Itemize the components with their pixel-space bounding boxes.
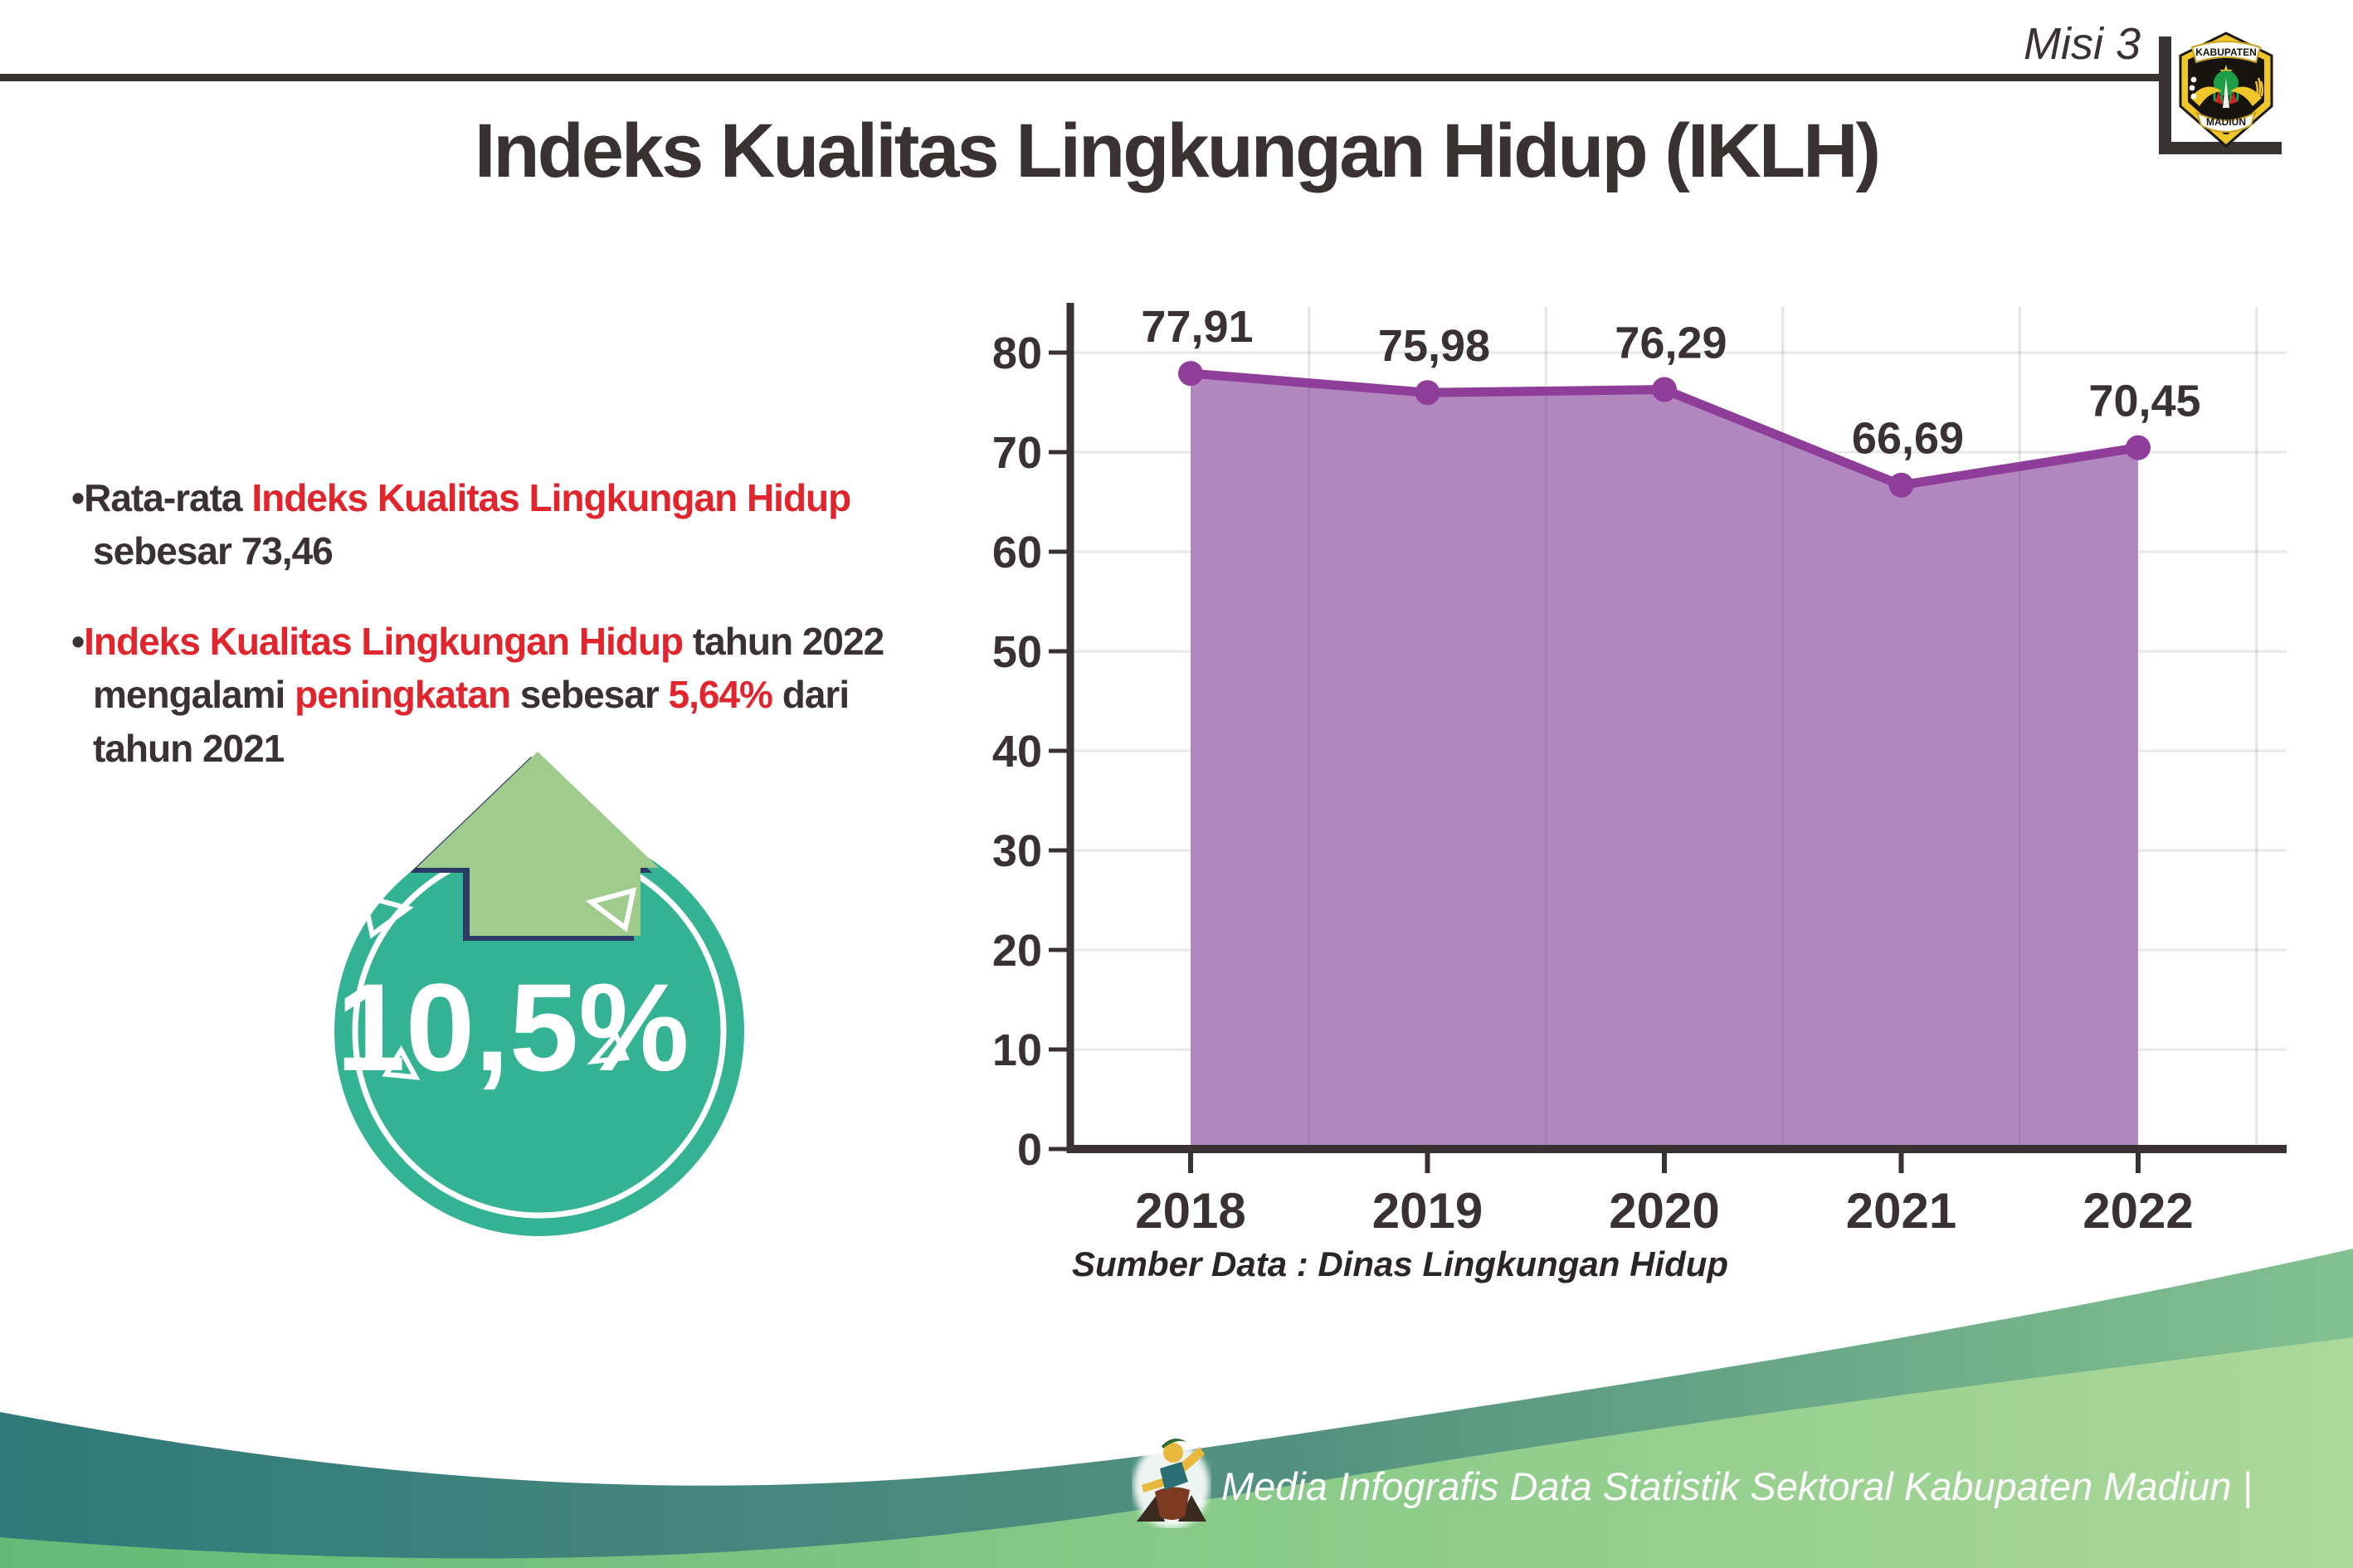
data-label: 77,91 [1141, 302, 1253, 352]
up-arrow-icon [417, 752, 659, 936]
logo-left-wing-icon [2190, 86, 2222, 106]
logo-right-wing-icon [2230, 86, 2262, 106]
area-fill [1191, 373, 2138, 1149]
increase-badge: 10,5% [334, 752, 744, 1236]
bullet-text-segment: sebesar [510, 673, 669, 717]
mascot-left-arm [1142, 1477, 1168, 1493]
bullet-text-segment: mengalami [93, 673, 295, 717]
x-tick-label: 2020 [1609, 1183, 1719, 1239]
y-tick-label: 80 [992, 329, 1042, 378]
data-point-2020 [1652, 377, 1677, 402]
data-label: 70,45 [2088, 377, 2200, 426]
y-tick-label: 70 [992, 428, 1042, 478]
bullet-text-segment: • [71, 476, 85, 519]
bullet-text-segment: Indeks Kualitas Lingkungan Hidup [84, 619, 684, 663]
summary-bullets: •Rata-rata Indeks Kualitas Lingkungan Hi… [71, 471, 976, 811]
logo-rice-stalk [2254, 77, 2263, 100]
x-tick-label: 2022 [2083, 1183, 2193, 1239]
green-wave [0, 1337, 2353, 1568]
accent-triangle-ne [585, 887, 637, 933]
bullet-text-segment: • [71, 619, 85, 663]
y-tick-label: 20 [992, 926, 1042, 976]
data-point-2021 [1888, 472, 1914, 498]
badge-circle [334, 826, 744, 1236]
iklh-area-chart: 0 10 20 30 40 50 60 70 80 2018 2019 2020 2021 2022 77,… [992, 302, 2287, 1239]
footer-waves [0, 1249, 2353, 1568]
y-tick-label: 0 [1017, 1125, 1042, 1175]
badge-value: 10,5% [336, 957, 689, 1097]
bullet-text-segment: dari [772, 673, 850, 717]
logo-bracket-horizontal [2159, 142, 2282, 154]
dancer-mascot [1133, 1439, 1210, 1528]
y-tick-label: 40 [992, 727, 1042, 777]
bullet-text-segment: tahun 2022 [683, 619, 884, 663]
mascot-right-leg [1178, 1495, 1206, 1522]
source-note: Sumber Data : Dinas Lingkungan Hidup [1072, 1244, 1729, 1283]
x-tick-label: 2019 [1372, 1183, 1483, 1239]
accent-triangle-se [587, 1030, 630, 1065]
logo-cotton-2 [2189, 85, 2195, 91]
logo-top-ribbon [2190, 41, 2262, 64]
y-tick-label: 50 [992, 627, 1042, 677]
bullet-item-1: •Rata-rata Indeks Kualitas Lingkungan Hi… [71, 471, 976, 578]
mascot-head [1163, 1443, 1183, 1463]
data-point-2022 [2126, 435, 2151, 460]
bullet-item-2: •Indeks Kualitas Lingkungan Hidup tahun … [71, 615, 976, 775]
misi-label: Misi 3 [2023, 19, 2141, 69]
page-title: Indeks Kualitas Lingkungan Hidup (IKLH) [474, 109, 1881, 193]
logo-tree-vines [2213, 85, 2239, 104]
y-tick-label: 10 [992, 1025, 1042, 1075]
data-point-2019 [1415, 380, 1440, 406]
data-label: 76,29 [1615, 319, 1727, 368]
accent-triangle-sw [382, 1045, 421, 1080]
mascot-sash [1160, 1462, 1188, 1490]
logo-bottom-text: MADIUN [2206, 116, 2246, 128]
bullet-text-segment: Rata-rata [84, 476, 252, 519]
x-tick-label: 2018 [1135, 1183, 1245, 1239]
mascot-right-arm [1178, 1447, 1205, 1473]
bullet-text-segment: tahun 2021 [93, 726, 285, 770]
x-tick-label: 2021 [1846, 1183, 1956, 1239]
y-tick-label: 60 [992, 528, 1042, 577]
logo-bottom-ribbon [2195, 110, 2257, 133]
data-point-2018 [1178, 361, 1203, 387]
footer-credit: Media Infografis Data Statistik Sektoral… [1221, 1464, 2253, 1508]
mascot-hat [1162, 1439, 1186, 1449]
bullet-text-segment: Indeks Kualitas Lingkungan Hidup [251, 476, 851, 519]
data-label: 66,69 [1852, 414, 1964, 464]
data-label: 75,98 [1378, 321, 1490, 371]
mascot-skirt [1155, 1487, 1190, 1520]
logo-cotton-1 [2190, 76, 2197, 83]
logo-red-right [2229, 91, 2237, 105]
header-rule [0, 74, 2159, 81]
logo-red-left [2215, 91, 2223, 105]
logo-bracket-vertical [2159, 37, 2171, 154]
logo-cotton-3 [2190, 93, 2197, 100]
bullet-text-segment: sebesar 73,46 [93, 529, 334, 573]
badge-accent-triangles [360, 887, 637, 1080]
kabupaten-madiun-logo: KABUPATEN MADIUN [2179, 32, 2273, 148]
y-tick-label: 30 [992, 826, 1042, 876]
bullet-text-segment: peningkatan [295, 673, 511, 717]
bullet-text-segment: 5,64% [668, 673, 773, 717]
logo-keris [2223, 78, 2229, 108]
logo-top-text: KABUPATEN [2195, 46, 2257, 58]
accent-triangle-nw [360, 893, 414, 939]
logo-base-ornament [2219, 134, 2233, 140]
